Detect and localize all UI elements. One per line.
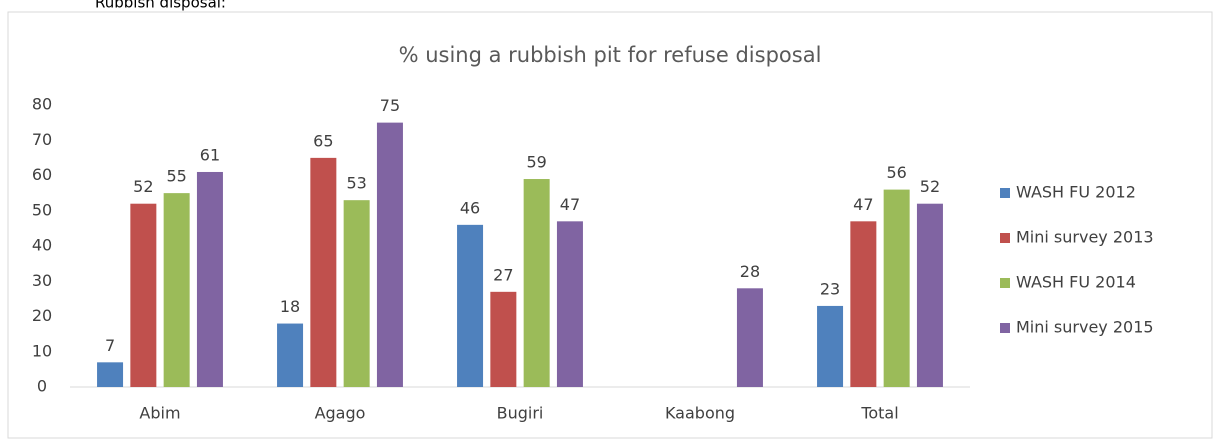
x-tick-label: Abim [139, 404, 180, 423]
data-label: 56 [886, 163, 906, 182]
data-label: 18 [280, 297, 300, 316]
legend-swatch [1000, 233, 1010, 243]
y-tick-label: 80 [32, 95, 52, 114]
bar [310, 157, 337, 387]
bar [376, 122, 403, 387]
bar [457, 224, 484, 387]
bar [490, 291, 517, 387]
bar [130, 203, 157, 387]
y-tick-label: 50 [32, 200, 52, 219]
legend-label: Mini survey 2013 [1016, 228, 1154, 247]
legend-label: WASH FU 2014 [1016, 273, 1136, 292]
data-label: 23 [820, 279, 840, 298]
y-tick-label: 70 [32, 130, 52, 149]
y-tick-label: 30 [32, 271, 52, 290]
x-tick-label: Total [860, 404, 898, 423]
bar [817, 305, 844, 387]
legend-label: Mini survey 2015 [1016, 318, 1154, 337]
data-label: 47 [560, 195, 580, 214]
bar [523, 179, 550, 387]
bar [850, 221, 877, 387]
bar [343, 200, 370, 387]
legend-swatch [1000, 188, 1010, 198]
legend-swatch [1000, 323, 1010, 333]
legend-swatch [1000, 278, 1010, 288]
y-tick-label: 40 [32, 236, 52, 255]
x-tick-label: Agago [315, 404, 366, 423]
data-label: 55 [166, 167, 186, 186]
data-label: 52 [920, 177, 940, 196]
legend-label: WASH FU 2012 [1016, 183, 1136, 202]
bar [196, 171, 223, 387]
bar [736, 288, 763, 387]
x-tick-label: Kaabong [665, 404, 735, 423]
data-label: 47 [853, 195, 873, 214]
bar [883, 189, 910, 387]
data-label: 52 [133, 177, 153, 196]
x-tick-label: Bugiri [497, 404, 544, 423]
chart-title: % using a rubbish pit for refuse disposa… [399, 43, 822, 67]
y-tick-label: 60 [32, 165, 52, 184]
bar [277, 323, 304, 387]
data-label: 46 [460, 198, 480, 217]
data-label: 28 [740, 262, 760, 281]
data-label: 59 [526, 153, 546, 172]
heading: Rubbish disposal: [95, 0, 226, 12]
y-tick-label: 20 [32, 306, 52, 325]
data-label: 53 [346, 174, 366, 193]
data-label: 27 [493, 265, 513, 284]
bar [97, 362, 124, 387]
data-label: 7 [105, 336, 115, 355]
data-label: 65 [313, 131, 333, 150]
data-label: 61 [200, 145, 220, 164]
y-tick-label: 10 [32, 341, 52, 360]
y-tick-label: 0 [37, 377, 47, 396]
bar [556, 221, 583, 387]
bar [916, 203, 943, 387]
data-label: 75 [380, 96, 400, 115]
bar [163, 193, 190, 387]
